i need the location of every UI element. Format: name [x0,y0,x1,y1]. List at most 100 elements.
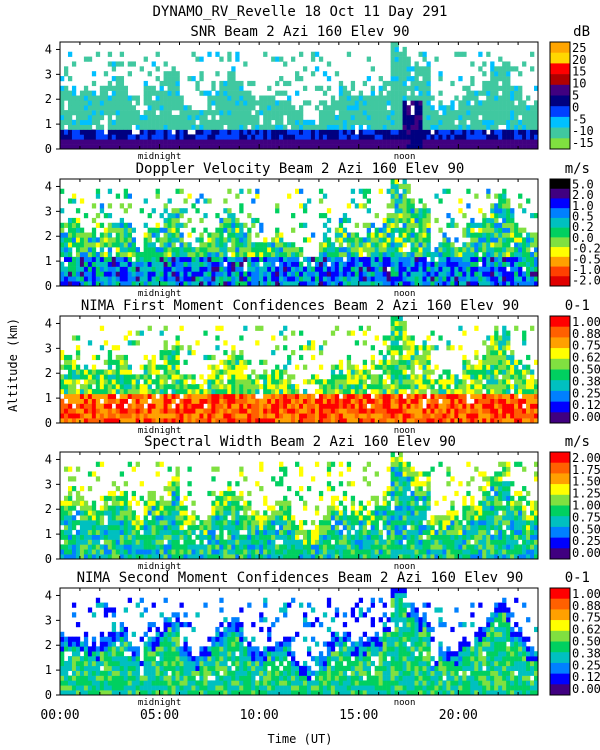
heatmap-cell [259,134,264,140]
heatmap-cell [386,110,391,116]
heatmap-cell [71,408,77,414]
heatmap-cell [494,66,499,72]
heatmap-cell [79,100,85,106]
heatmap-cell [382,354,387,361]
heatmap-cell [338,403,344,409]
heatmap-cell [75,247,81,253]
heatmap-cell [203,110,208,116]
heatmap-cell [378,271,383,277]
heatmap-cell [526,124,531,130]
heatmap-cell [75,520,81,526]
heatmap-cell [75,374,81,380]
heatmap-cell [398,213,403,219]
heatmap-cell [207,100,212,106]
heatmap-cell [334,393,340,399]
heatmap-cell [534,418,539,424]
heatmap-cell [490,261,495,267]
heatmap-cell [83,242,89,248]
heatmap-cell [99,105,105,111]
heatmap-cell [295,76,300,82]
heatmap-cell [99,379,105,385]
heatmap-cell [342,232,348,238]
heatmap-cell [378,188,383,194]
heatmap-cell [83,398,89,404]
heatmap-cell [378,384,383,390]
heatmap-cell [60,232,65,238]
heatmap-cell [219,242,224,248]
heatmap-cell [462,232,467,238]
heatmap-cell [291,393,296,399]
heatmap-cell [526,134,531,140]
heatmap-cell [390,105,395,111]
heatmap-cell [350,418,356,424]
heatmap-cell [398,271,403,277]
heatmap-cell [179,261,184,267]
heatmap-cell [83,369,89,375]
heatmap-cell [267,266,272,272]
heatmap-cell [67,384,73,390]
heatmap-cell [346,256,352,262]
heatmap-cell [135,281,140,287]
heatmap-cell [83,100,89,106]
heatmap-cell [466,359,471,365]
heatmap-cell [358,276,364,282]
heatmap-cell [259,276,264,282]
heatmap-cell [123,90,129,96]
heatmap-cell [283,388,288,395]
heatmap-cell [67,486,73,492]
heatmap-cell [366,369,371,375]
heatmap-cell [139,124,144,130]
heatmap-cell [342,251,348,258]
heatmap-cell [299,393,304,399]
heatmap-cell [115,222,121,228]
heatmap-cell [295,119,300,125]
heatmap-cell [231,213,236,219]
heatmap-cell [414,379,419,385]
heatmap-cell [107,398,113,404]
heatmap-cell [410,119,415,125]
heatmap-cell [271,114,276,121]
heatmap-cell [231,222,236,228]
heatmap-cell [498,418,503,424]
heatmap-cell [67,369,73,375]
heatmap-cell [490,213,495,219]
heatmap-cell [330,379,336,385]
heatmap-cell [454,408,459,414]
heatmap-cell [482,281,487,287]
heatmap-cell [123,129,129,135]
heatmap-cell [534,213,539,219]
heatmap-cell [291,398,296,404]
heatmap-cell [187,251,192,258]
heatmap-cell [267,418,272,424]
heatmap-cell [490,408,495,414]
heatmap-cell [239,398,244,404]
heatmap-cell [171,388,176,395]
heatmap-cell [386,237,391,243]
heatmap-cell [402,271,407,277]
heatmap-cell [358,188,364,194]
heatmap-cell [470,129,475,135]
heatmap-cell [350,276,356,282]
heatmap-cell [87,403,93,409]
heatmap-cell [314,105,320,111]
heatmap-cell [179,208,184,214]
heatmap-cell [75,251,81,258]
heatmap-cell [251,124,256,130]
heatmap-cell [486,110,491,116]
heatmap-cell [131,110,136,116]
heatmap-cell [195,271,200,277]
heatmap-cell [275,403,280,409]
heatmap-cell [255,384,260,390]
heatmap-cell [71,364,77,370]
heatmap-cell [255,276,260,282]
heatmap-cell [342,110,348,116]
heatmap-cell [426,134,431,140]
heatmap-cell [155,90,160,96]
heatmap-cell [131,276,136,282]
heatmap-cell [534,276,539,282]
heatmap-cell [255,398,260,404]
heatmap-cell [314,276,320,282]
heatmap-cell [159,350,164,356]
heatmap-cell [103,256,109,262]
heatmap-cell [486,408,491,414]
